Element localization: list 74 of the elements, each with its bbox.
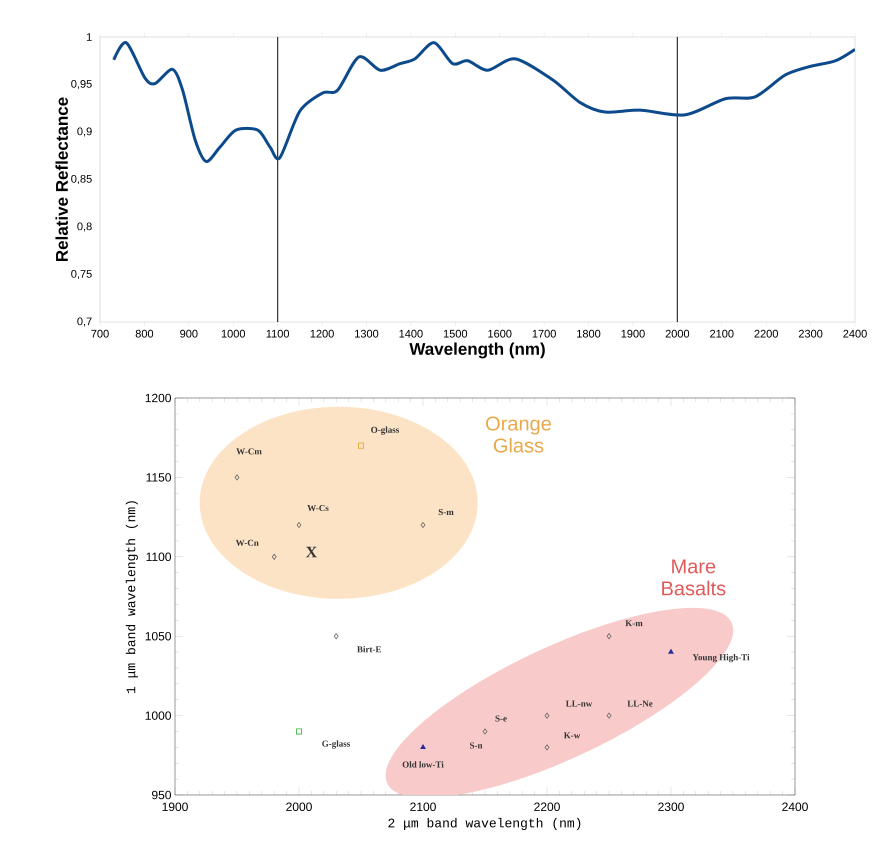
x-tick-label: 2400 <box>782 802 808 812</box>
x-tick-label: 700 <box>91 330 109 338</box>
x-axis-title: Wavelength (nm) <box>409 342 545 358</box>
x-axis-title: 2 μm band wavelength (nm) <box>388 818 580 830</box>
annotation: X <box>306 546 317 558</box>
y-tick-label: 1100 <box>146 552 172 562</box>
x-tick-label: 800 <box>136 330 154 338</box>
x-tick-label: 2000 <box>286 802 312 812</box>
point <box>234 474 240 480</box>
y-tick-label: 0,7 <box>77 317 92 327</box>
annotation: G-glass <box>322 740 350 749</box>
y-tick-label: 1200 <box>146 394 171 402</box>
annotation: W-Cs <box>307 504 329 512</box>
x-tick-label: 2100 <box>410 802 436 812</box>
annotation: S-e <box>495 715 507 722</box>
y-tick-label: 1000 <box>146 711 171 720</box>
annotation: LL-Ne <box>627 700 653 707</box>
point <box>668 649 674 654</box>
x-tick-label: 1200 <box>310 330 334 338</box>
x-tick-label: 1400 <box>399 330 423 338</box>
x-tick-label: 1300 <box>355 330 378 338</box>
annotation: LL-nw <box>566 700 592 707</box>
annotation: K-m <box>625 620 643 626</box>
x-tick-label: 1500 <box>444 330 468 338</box>
point <box>334 633 339 640</box>
y-axis-title: 1 μm band wavelength (nm) <box>126 501 138 694</box>
annotation: K-w <box>564 732 580 738</box>
y-tick-label: 0,75 <box>71 270 92 280</box>
annotation: W-Cn <box>236 540 259 546</box>
point <box>544 744 550 750</box>
point <box>606 712 612 719</box>
y-tick-label: 0,85 <box>71 174 92 184</box>
point <box>606 633 612 640</box>
annotation: Young High-Ti <box>692 654 750 662</box>
y-axis-title: Relative Reflectance <box>55 97 68 262</box>
annotation: Birt-E <box>357 646 381 652</box>
point <box>420 744 426 750</box>
point <box>296 522 302 528</box>
y-tick-label: 1 <box>86 33 92 41</box>
point <box>272 554 277 560</box>
y-tick-label: 0,9 <box>77 127 92 137</box>
y-tick-label: 0,95 <box>71 80 92 90</box>
point <box>482 728 488 734</box>
line-series <box>112 41 856 163</box>
x-tick-label: 2200 <box>534 802 560 812</box>
y-tick-label: 1150 <box>146 473 172 482</box>
x-tick-label: 1900 <box>622 330 645 338</box>
x-tick-label: 1100 <box>266 330 290 338</box>
x-tick-label: 1900 <box>162 802 188 812</box>
x-tick-label: 2100 <box>710 330 734 338</box>
point <box>420 522 426 528</box>
y-tick-label: 1050 <box>146 632 171 640</box>
x-tick-label: 1800 <box>577 330 600 338</box>
point <box>358 442 364 449</box>
annotation: Orange Glass <box>486 416 551 453</box>
annotation: S-m <box>438 509 454 516</box>
x-tick-label: 2300 <box>658 802 684 812</box>
y-tick-label: 0,8 <box>77 222 92 232</box>
x-tick-label: 2200 <box>754 330 778 338</box>
annotation: Mare Basalts <box>662 559 726 596</box>
x-tick-label: 900 <box>180 330 198 338</box>
y-tick-label: 950 <box>152 790 172 800</box>
x-tick-label: 2400 <box>843 330 867 338</box>
x-tick-label: 2000 <box>666 330 690 338</box>
annotation: S-n <box>470 742 482 749</box>
annotation: Old low-Ti <box>402 761 444 768</box>
annotation: W-Cm <box>236 448 262 454</box>
x-tick-label: 1000 <box>222 330 246 338</box>
x-tick-label: 1700 <box>532 330 556 338</box>
point <box>296 728 302 734</box>
point <box>544 712 550 719</box>
x-tick-label: 1600 <box>488 330 512 338</box>
x-tick-label: 2300 <box>798 330 822 338</box>
annotation: O-glass <box>371 426 400 435</box>
